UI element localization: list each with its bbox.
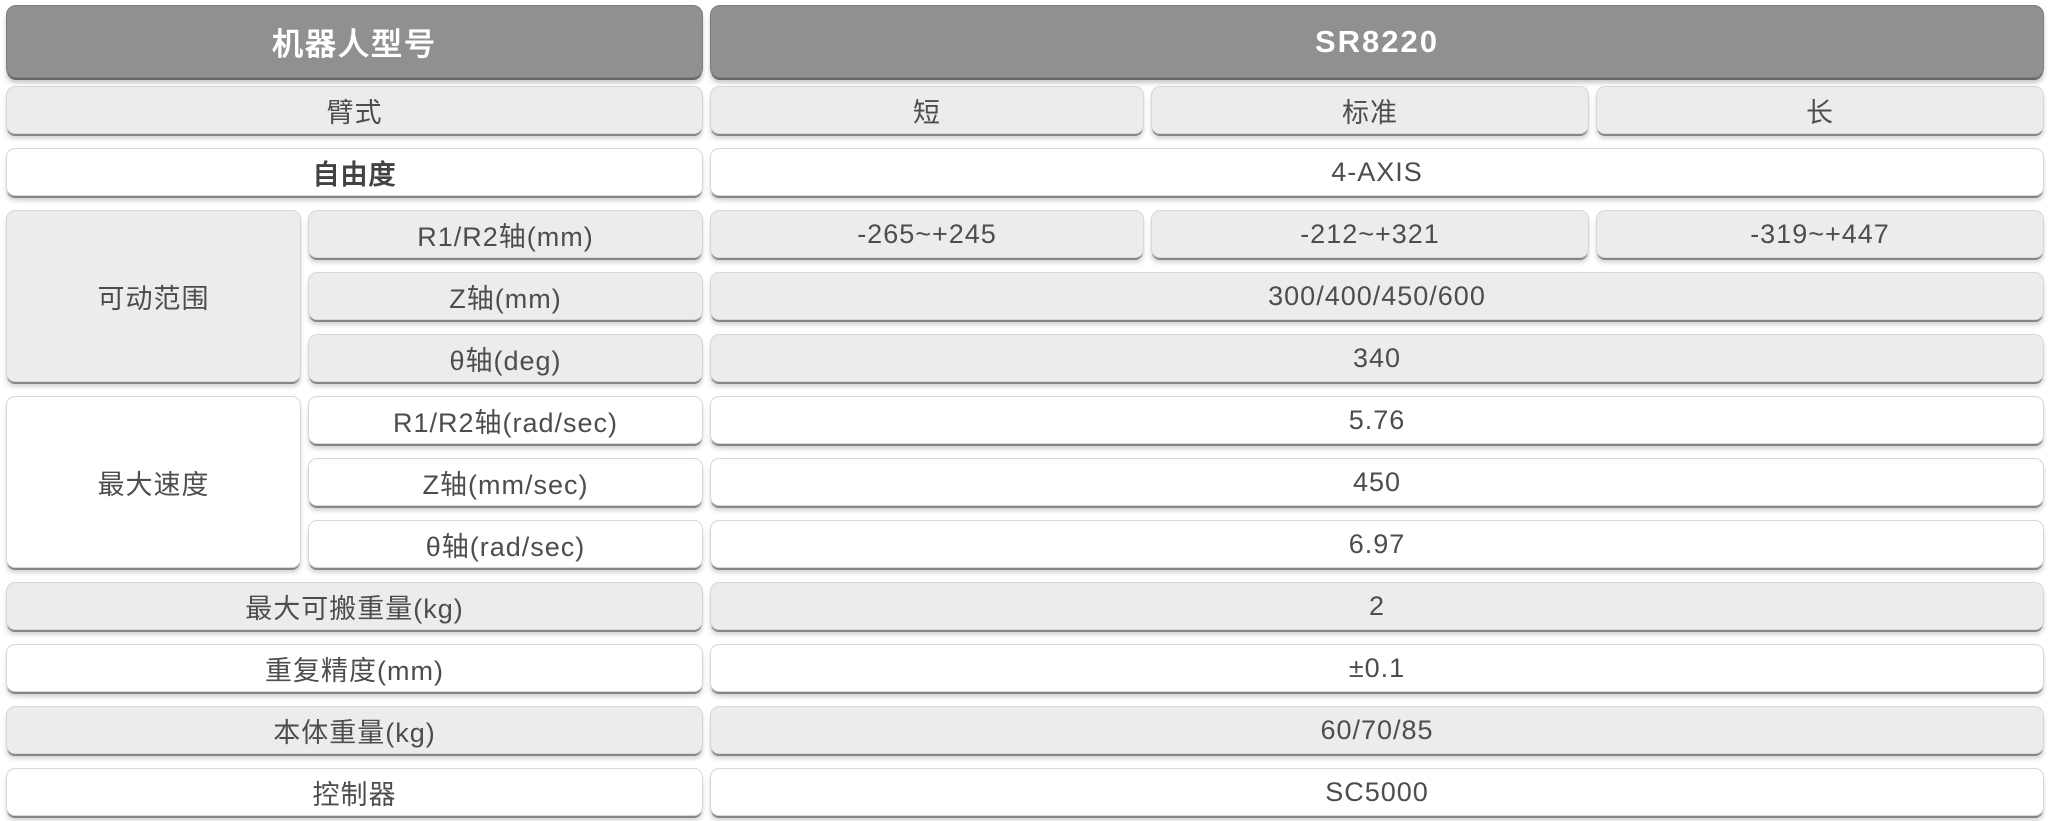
- max-speed-z-value: 450: [710, 458, 2044, 506]
- motion-range-r1r2-label: R1/R2轴(mm): [308, 210, 703, 258]
- dof-value: 4-AXIS: [710, 148, 2044, 196]
- table-header-row: 机器人型号 SR8220: [6, 5, 2044, 78]
- repeatability-label: 重复精度(mm): [6, 644, 703, 692]
- max-speed-theta-value: 6.97: [710, 520, 2044, 568]
- payload-label: 最大可搬重量(kg): [6, 582, 703, 630]
- arm-type-label: 臂式: [6, 86, 703, 134]
- max-speed-group-label: 最大速度: [6, 396, 301, 568]
- motion-range-r1r2-standard: -212~+321: [1151, 210, 1589, 258]
- robot-spec-table: 机器人型号 SR8220 臂式 短 标准 长 自由度 4-AXIS 可动范围 R…: [6, 5, 2044, 816]
- controller-label: 控制器: [6, 768, 703, 816]
- dof-label: 自由度: [6, 148, 703, 196]
- arm-col-long: 长: [1596, 86, 2044, 134]
- payload-value: 2: [710, 582, 2044, 630]
- arm-col-short: 短: [710, 86, 1144, 134]
- motion-range-theta-value: 340: [710, 334, 2044, 382]
- body-weight-label: 本体重量(kg): [6, 706, 703, 754]
- motion-range-z-value: 300/400/450/600: [710, 272, 2044, 320]
- max-speed-z-label: Z轴(mm/sec): [308, 458, 703, 506]
- arm-col-standard: 标准: [1151, 86, 1589, 134]
- model-header-value: SR8220: [710, 5, 2044, 78]
- max-speed-r1r2-value: 5.76: [710, 396, 2044, 444]
- motion-range-r1r2-short: -265~+245: [710, 210, 1144, 258]
- repeatability-value: ±0.1: [710, 644, 2044, 692]
- max-speed-theta-label: θ轴(rad/sec): [308, 520, 703, 568]
- motion-range-theta-label: θ轴(deg): [308, 334, 703, 382]
- spec-grid: 臂式 短 标准 长 自由度 4-AXIS 可动范围 R1/R2轴(mm) -26…: [6, 86, 2044, 816]
- max-speed-r1r2-label: R1/R2轴(rad/sec): [308, 396, 703, 444]
- motion-range-group-label: 可动范围: [6, 210, 301, 382]
- motion-range-z-label: Z轴(mm): [308, 272, 703, 320]
- motion-range-r1r2-long: -319~+447: [1596, 210, 2044, 258]
- body-weight-value: 60/70/85: [710, 706, 2044, 754]
- controller-value: SC5000: [710, 768, 2044, 816]
- model-header-label: 机器人型号: [6, 5, 703, 78]
